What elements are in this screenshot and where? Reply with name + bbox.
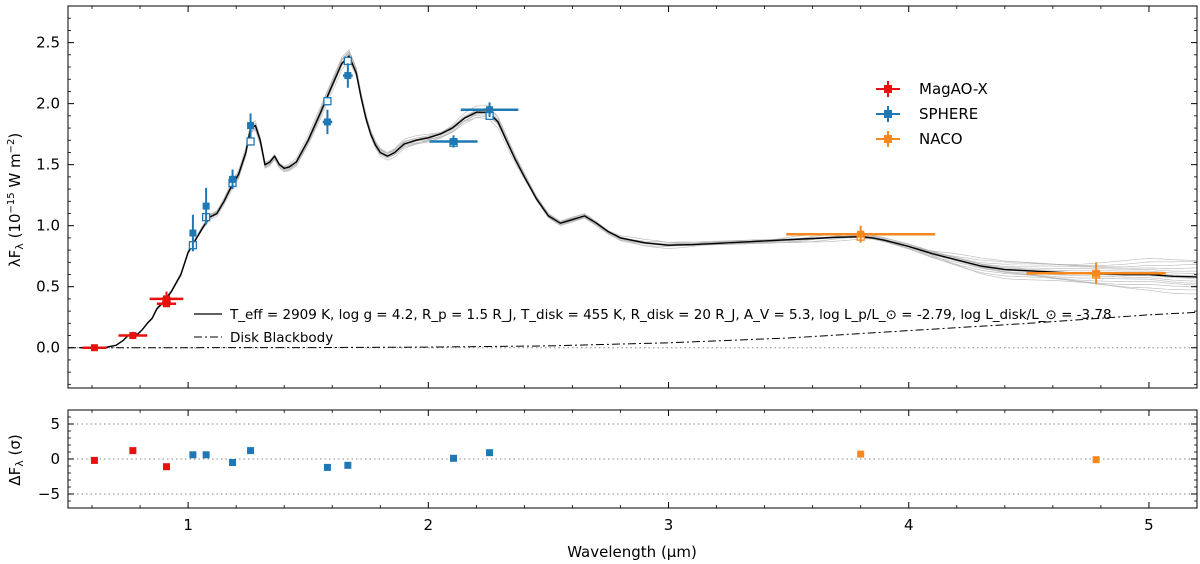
legend-label: NACO: [919, 130, 963, 148]
residual-point-sphere: [344, 461, 352, 469]
data-point-sphere: [322, 109, 333, 135]
y-tick-label: 0: [50, 450, 60, 468]
residual-point-sphere: [486, 449, 494, 457]
y-axis-label-spectrum: λFλ (10−15 W m−2): [6, 133, 26, 267]
y-tick-label: 1.0: [36, 217, 60, 235]
residual-point-naco: [1092, 456, 1100, 464]
residual-point-sphere: [202, 451, 210, 459]
legend-label: SPHERE: [919, 105, 978, 123]
posterior-sample-curve: [80, 53, 1197, 349]
data-point-sphere: [202, 187, 210, 225]
y-axis-label-residual: ΔFλ (σ): [6, 434, 26, 485]
model-legend: T_eff = 2909 K, log g = 4.2, R_p = 1.5 R…: [194, 307, 1112, 346]
x-tick-label: 1: [183, 516, 193, 534]
best-fit-model-line: [80, 55, 1198, 349]
posterior-sample-curve: [80, 55, 1197, 349]
data-point-sphere: [247, 113, 255, 138]
data-point-sphere: [429, 135, 478, 148]
posterior-sample-curve: [80, 55, 1198, 349]
residual-point-sphere: [229, 459, 237, 466]
x-tick-label: 2: [424, 516, 434, 534]
data-point-sphere: [189, 214, 197, 252]
data-point-magaox: [82, 344, 107, 352]
model-parameters-label: T_eff = 2909 K, log g = 4.2, R_p = 1.5 R…: [229, 307, 1112, 323]
residual-point-sphere: [450, 454, 458, 462]
legend-entry-sphere: SPHERE: [876, 105, 978, 123]
disk-blackbody-line: [68, 311, 1198, 349]
model-photometry-marker: [246, 137, 255, 146]
legend: MagAO-X SPHERE NACO: [876, 80, 988, 148]
legend-label: MagAO-X: [919, 80, 988, 98]
y-tick-label: 2.5: [36, 34, 60, 52]
y-tick-label: 1.5: [36, 156, 60, 174]
posterior-sample-curve: [80, 56, 1197, 349]
posterior-sample-curve: [80, 57, 1197, 349]
y-tick-label: 0.5: [36, 278, 60, 296]
residual-point-sphere: [323, 463, 331, 471]
posterior-sample-curve: [80, 57, 1197, 349]
x-tick-label: 4: [904, 516, 914, 534]
residual-point-sphere: [189, 451, 197, 459]
posterior-sample-curve: [80, 53, 1198, 349]
spectrum-panel: 0.0 0.5 1.0 1.5 2.0 2.5 MagAO-X SPHERE NACO T_e…: [6, 5, 1198, 389]
y-tick-label: −5: [38, 485, 60, 503]
posterior-sample-curve: [80, 56, 1198, 349]
posterior-sample-curve: [80, 55, 1198, 349]
residual-point-magaox: [129, 447, 137, 455]
x-tick-label: 3: [664, 516, 674, 534]
posterior-sample-curve: [80, 50, 1198, 349]
spectrum-axes-frame: [67, 5, 1198, 389]
y-tick-label: 5: [50, 415, 60, 433]
posterior-sample-curve: [80, 52, 1198, 349]
data-point-sphere: [343, 63, 353, 88]
data-point-sphere: [460, 102, 519, 118]
posterior-sample-curve: [80, 51, 1197, 349]
posterior-sample-curve: [80, 49, 1197, 349]
residual-point-magaox: [162, 463, 170, 471]
disk-blackbody-label: Disk Blackbody: [230, 330, 333, 346]
residual-panel: 1 2 3 4 5 −5 0 5 ΔFλ (σ): [6, 409, 1198, 534]
residual-point-sphere: [247, 447, 255, 455]
data-point-naco: [1026, 262, 1166, 285]
residual-point-naco: [857, 450, 865, 458]
x-tick-label: 5: [1144, 516, 1154, 534]
residual-point-magaox: [90, 456, 98, 464]
data-point-sphere: [229, 169, 237, 190]
model-photometry-marker: [323, 97, 332, 106]
data-point-naco: [786, 225, 936, 243]
y-tick-label: 0.0: [36, 339, 60, 357]
posterior-sample-curve: [80, 60, 1198, 349]
y-tick-label: 2.0: [36, 95, 60, 113]
data-point-magaox: [118, 331, 148, 340]
data-point-magaox: [156, 300, 177, 308]
legend-entry-naco: NACO: [876, 130, 963, 148]
legend-entry-magaox: MagAO-X: [876, 80, 988, 98]
x-axis-label: Wavelength (µm): [567, 543, 697, 561]
